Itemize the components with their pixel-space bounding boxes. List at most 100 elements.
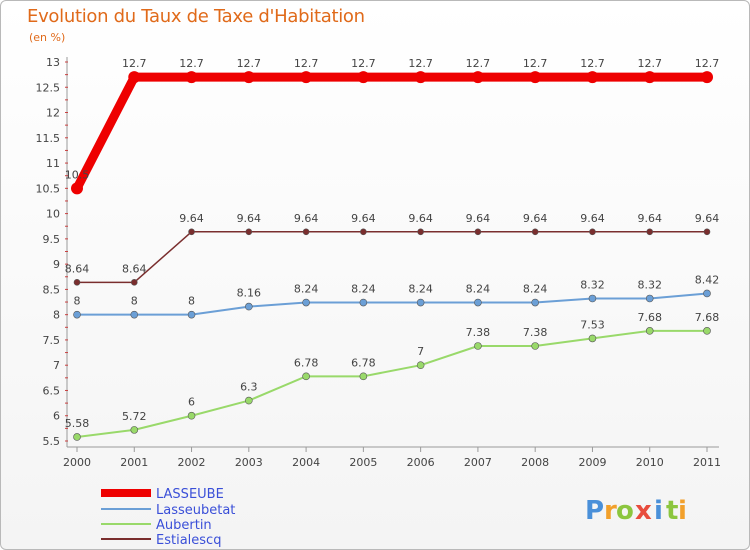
data-label: 8.42: [695, 273, 720, 286]
data-label: 12.7: [408, 57, 433, 70]
data-point: [703, 228, 711, 236]
data-point: [416, 298, 425, 307]
data-point: [703, 327, 711, 335]
data-point: [474, 228, 482, 236]
x-tick-label: 2002: [178, 456, 206, 469]
data-point: [645, 327, 654, 335]
x-tick-label: 2009: [578, 456, 606, 469]
x-tick-label: 2005: [349, 456, 377, 469]
data-point: [360, 228, 367, 236]
legend-item-lasseubetat: Lasseubetat: [101, 503, 235, 518]
data-label: 7: [417, 345, 424, 358]
y-tick-label: 9: [53, 258, 60, 271]
data-label: 12.7: [351, 57, 376, 70]
data-point: [531, 298, 539, 307]
y-tick-label: 11.5: [36, 132, 61, 145]
data-label: 9.64: [351, 212, 376, 225]
data-label: 9.64: [408, 212, 433, 225]
data-label: 9.64: [695, 212, 720, 225]
y-tick-label: 12: [46, 107, 60, 120]
legend-label: LASSEUBE: [156, 487, 224, 502]
data-label: 12.7: [294, 57, 319, 70]
data-label: 10.5: [65, 168, 90, 181]
data-point: [531, 228, 539, 236]
data-point: [645, 294, 654, 303]
logo-letter: t: [666, 496, 678, 526]
y-tick-label: 8: [53, 309, 60, 322]
series-layer: 8.64 8.64 9.64 9.64 9.64 9.64 9.64 9.64 9.64 9.64…: [65, 57, 720, 441]
x-tick-label: 2007: [464, 456, 492, 469]
data-label: 9.64: [294, 212, 319, 225]
y-axis-unit-label: (en %): [29, 31, 66, 44]
data-point: [416, 361, 425, 370]
data-label: 8.64: [65, 262, 90, 275]
logo-letter: i: [678, 496, 687, 526]
data-point: [414, 71, 427, 84]
data-point: [300, 71, 313, 84]
legend-item-lasseube: LASSEUBE: [101, 487, 224, 502]
x-tick-label: 2001: [120, 456, 148, 469]
data-point: [187, 411, 196, 420]
data-point: [187, 310, 196, 319]
y-tick-label: 11: [46, 157, 60, 170]
data-point: [242, 71, 255, 84]
data-label: 8.32: [637, 278, 662, 291]
data-label: 7.38: [523, 326, 548, 339]
legend-item-aubertin: Aubertin: [101, 518, 212, 533]
data-point: [302, 372, 310, 381]
data-point: [73, 433, 81, 441]
data-point: [359, 372, 368, 381]
series-line: [77, 292, 708, 316]
data-label: 7.53: [580, 318, 605, 331]
data-point: [188, 228, 195, 236]
data-point: [701, 71, 713, 84]
series-lasseube: 10.5 12.7 12.7 12.7 12.7 12.7 12.7 12.7 12.7 12.7…: [65, 57, 720, 195]
data-label: 6.78: [351, 356, 376, 369]
data-label: 12.7: [179, 57, 204, 70]
data-point: [471, 71, 484, 84]
y-tick-label: 13: [46, 56, 60, 69]
y-tick-label: 12.5: [36, 81, 61, 94]
data-point: [643, 71, 656, 84]
data-label: 12.7: [237, 57, 262, 70]
data-label: 7.68: [695, 311, 720, 324]
data-label: 6.78: [294, 356, 319, 369]
data-point: [357, 71, 370, 84]
data-point: [130, 426, 139, 434]
x-tick-label: 2010: [636, 456, 664, 469]
series-line: [72, 72, 707, 191]
series-estialescq: 8.64 8.64 9.64 9.64 9.64 9.64 9.64 9.64 9.64 9.64…: [65, 212, 720, 286]
data-label: 9.64: [637, 212, 662, 225]
data-label: 8.16: [237, 287, 262, 300]
data-point: [302, 298, 310, 307]
data-point: [589, 228, 596, 236]
y-tick-label: 7: [53, 359, 60, 372]
data-point: [130, 310, 139, 319]
data-label: 8: [188, 295, 195, 308]
data-point: [646, 228, 654, 236]
data-point: [586, 71, 599, 84]
data-point: [588, 334, 597, 343]
x-tick-label: 2008: [521, 456, 549, 469]
chart-title: Evolution du Taux de Taxe d'Habitation: [27, 6, 365, 27]
data-point: [529, 71, 542, 84]
data-label: 9.64: [580, 212, 605, 225]
y-tick-label: 8.5: [43, 283, 61, 296]
data-point: [703, 289, 711, 298]
data-point: [245, 302, 253, 311]
data-label: 9.64: [466, 212, 491, 225]
data-label: 6: [188, 396, 195, 409]
data-point: [474, 342, 482, 350]
legend-label: Aubertin: [156, 518, 212, 533]
data-point: [185, 71, 198, 84]
data-label: 8.24: [408, 283, 433, 296]
data-point: [359, 298, 368, 307]
data-point: [71, 182, 83, 195]
data-label: 12.7: [695, 57, 720, 70]
data-label: 8.24: [294, 283, 319, 296]
y-tick-label: 5.5: [43, 435, 61, 448]
data-point: [417, 228, 424, 236]
logo-letter: x: [635, 496, 652, 526]
data-point: [130, 279, 138, 286]
